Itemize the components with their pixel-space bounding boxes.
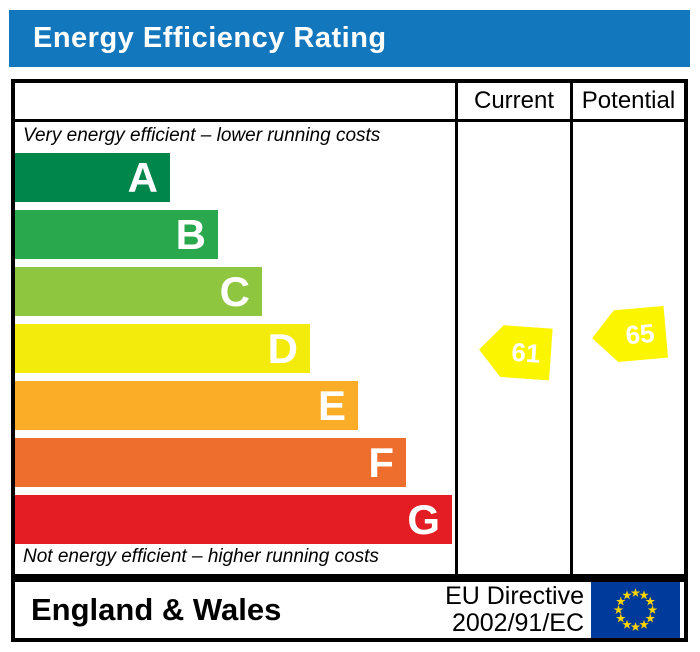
- band-a: A: [15, 153, 170, 202]
- band-b: B: [15, 210, 218, 259]
- page-title: Energy Efficiency Rating: [33, 22, 387, 54]
- eu-directive-label: EU Directive 2002/91/EC: [445, 583, 584, 637]
- bottom-note: Not energy efficient – higher running co…: [23, 546, 379, 567]
- band-e-letter: E: [317, 382, 346, 429]
- current-rating-value: 61: [511, 337, 542, 369]
- potential-rating-value: 65: [624, 318, 655, 350]
- band-f: F: [15, 438, 406, 487]
- band-b-letter: B: [175, 211, 206, 258]
- band-f-letter: F: [368, 439, 394, 486]
- current-column-header: Current: [473, 87, 555, 114]
- left-arrow-icon: 65: [592, 305, 669, 363]
- potential-column-header: Potential: [581, 87, 676, 114]
- band-c: C: [15, 267, 262, 316]
- title-bar: Energy Efficiency Rating: [9, 10, 690, 67]
- band-e: E: [15, 381, 358, 430]
- band-a-letter: A: [127, 154, 158, 201]
- eu-directive-line2: 2002/91/EC: [451, 609, 584, 637]
- rating-chart: Current Potential Very energy efficient …: [11, 79, 688, 578]
- potential-rating-arrow: 65: [590, 305, 669, 364]
- eu-flag-icon: [591, 582, 680, 638]
- top-note: Very energy efficient – lower running co…: [23, 125, 381, 146]
- band-g-letter: G: [407, 496, 440, 543]
- header-divider: [15, 119, 684, 122]
- potential-column-divider: [570, 83, 573, 574]
- band-d-letter: D: [267, 325, 298, 372]
- eu-directive-line1: EU Directive: [445, 582, 584, 610]
- band-d: D: [15, 324, 310, 373]
- left-arrow-icon: 61: [479, 325, 553, 381]
- current-column-divider: [455, 83, 458, 574]
- eu-flag-stars: [613, 588, 658, 632]
- current-rating-arrow: 61: [477, 324, 553, 381]
- band-g: G: [15, 495, 452, 544]
- region-label: England & Wales: [31, 592, 282, 627]
- footer-bar: England & Wales EU Directive 2002/91/EC: [11, 578, 688, 642]
- band-c-letter: C: [219, 268, 250, 315]
